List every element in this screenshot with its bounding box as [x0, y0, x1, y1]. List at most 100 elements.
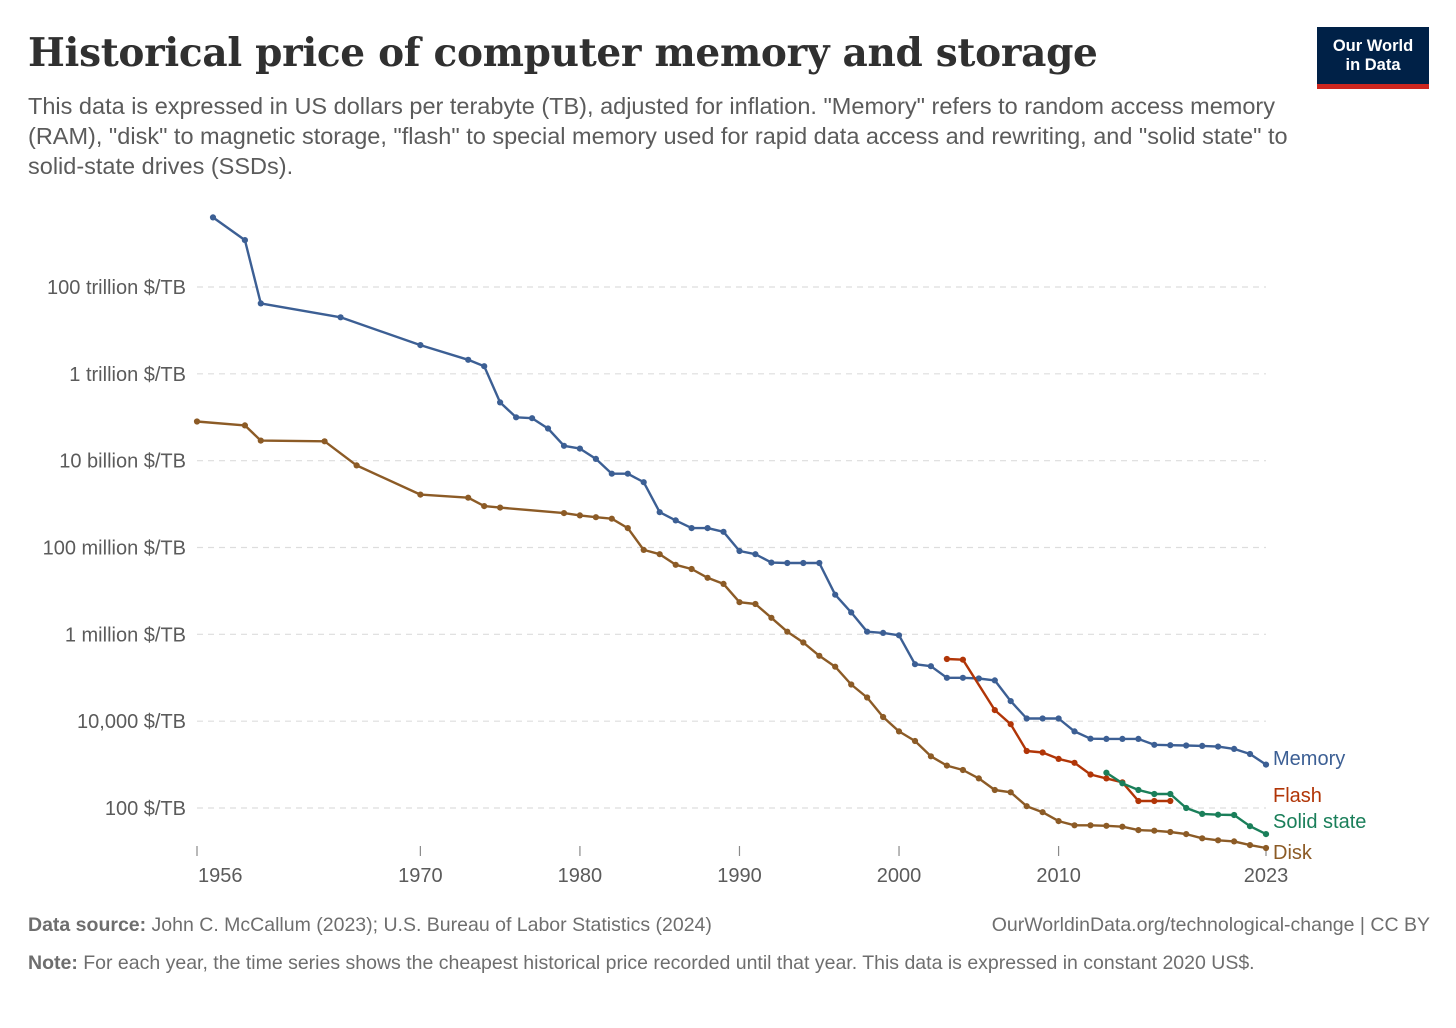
- data-point-disk[interactable]: [465, 494, 472, 501]
- data-point-disk[interactable]: [576, 512, 584, 519]
- series-line-memory[interactable]: [212, 216, 1267, 766]
- data-point-disk[interactable]: [688, 565, 695, 573]
- data-point-memory[interactable]: [1087, 735, 1094, 742]
- data-point-disk[interactable]: [656, 551, 663, 558]
- data-point-memory[interactable]: [241, 237, 248, 244]
- data-point-disk[interactable]: [848, 681, 855, 688]
- data-point-disk[interactable]: [1183, 831, 1190, 838]
- data-point-memory[interactable]: [943, 674, 951, 681]
- data-point-memory[interactable]: [1055, 715, 1062, 722]
- data-point-disk[interactable]: [1071, 822, 1078, 829]
- data-point-disk[interactable]: [193, 418, 201, 425]
- data-point-disk[interactable]: [736, 599, 743, 606]
- data-point-disk[interactable]: [1151, 827, 1158, 834]
- data-point-memory[interactable]: [1262, 761, 1270, 768]
- data-point-flash[interactable]: [1167, 797, 1174, 805]
- data-point-disk[interactable]: [624, 525, 631, 532]
- data-point-memory[interactable]: [688, 525, 695, 532]
- data-point-memory[interactable]: [816, 559, 823, 567]
- data-point-disk[interactable]: [1103, 822, 1110, 829]
- data-point-memory[interactable]: [592, 455, 600, 462]
- data-point-solid-state[interactable]: [1246, 823, 1254, 830]
- data-point-disk[interactable]: [927, 753, 935, 760]
- data-point-memory[interactable]: [417, 342, 424, 349]
- data-point-disk[interactable]: [1007, 789, 1014, 796]
- data-point-disk[interactable]: [816, 652, 823, 659]
- data-point-solid-state[interactable]: [1135, 786, 1142, 794]
- data-point-solid-state[interactable]: [1215, 811, 1222, 818]
- data-point-flash[interactable]: [1023, 747, 1030, 755]
- data-point-memory[interactable]: [864, 628, 871, 635]
- data-point-memory[interactable]: [911, 661, 919, 668]
- data-point-flash[interactable]: [1007, 721, 1014, 728]
- data-point-disk[interactable]: [720, 580, 727, 588]
- data-point-memory[interactable]: [768, 559, 775, 566]
- data-point-disk[interactable]: [560, 509, 568, 517]
- data-point-disk[interactable]: [911, 737, 919, 745]
- data-point-memory[interactable]: [257, 300, 264, 307]
- data-point-disk[interactable]: [608, 515, 615, 522]
- data-point-disk[interactable]: [1262, 844, 1270, 852]
- data-point-disk[interactable]: [752, 600, 759, 608]
- data-point-solid-state[interactable]: [1167, 790, 1174, 798]
- data-point-memory[interactable]: [704, 525, 711, 532]
- data-point-memory[interactable]: [337, 314, 344, 321]
- data-point-memory[interactable]: [752, 551, 759, 558]
- data-point-disk[interactable]: [975, 775, 982, 782]
- data-point-memory[interactable]: [895, 632, 903, 639]
- data-point-memory[interactable]: [959, 674, 967, 681]
- data-point-flash[interactable]: [943, 655, 951, 663]
- data-point-memory[interactable]: [1167, 742, 1174, 749]
- data-point-disk[interactable]: [768, 614, 775, 621]
- data-point-solid-state[interactable]: [1103, 769, 1110, 776]
- data-point-memory[interactable]: [1039, 715, 1046, 722]
- data-point-memory[interactable]: [560, 442, 568, 449]
- series-line-disk[interactable]: [196, 420, 1267, 850]
- data-point-memory[interactable]: [576, 445, 584, 452]
- data-point-memory[interactable]: [880, 629, 887, 637]
- data-point-memory[interactable]: [465, 356, 472, 363]
- data-point-memory[interactable]: [1103, 735, 1110, 743]
- data-point-memory[interactable]: [848, 609, 855, 616]
- data-point-disk[interactable]: [1087, 822, 1094, 829]
- data-point-disk[interactable]: [1023, 803, 1030, 810]
- owid-logo[interactable]: Our World in Data: [1317, 27, 1429, 89]
- data-point-memory[interactable]: [975, 675, 982, 682]
- data-point-memory[interactable]: [1183, 742, 1190, 749]
- data-point-disk[interactable]: [800, 639, 807, 646]
- data-point-disk[interactable]: [257, 437, 264, 444]
- data-point-memory[interactable]: [513, 414, 520, 421]
- data-point-flash[interactable]: [1039, 749, 1046, 756]
- data-point-solid-state[interactable]: [1199, 810, 1206, 818]
- series-line-solid-state[interactable]: [1105, 771, 1267, 836]
- data-point-memory[interactable]: [529, 415, 536, 422]
- data-point-disk[interactable]: [1215, 837, 1222, 844]
- data-point-memory[interactable]: [720, 528, 727, 535]
- data-point-solid-state[interactable]: [1231, 811, 1238, 819]
- data-point-disk[interactable]: [417, 491, 424, 498]
- series-line-flash[interactable]: [946, 657, 1171, 803]
- data-point-memory[interactable]: [656, 509, 663, 516]
- data-point-flash[interactable]: [1151, 797, 1158, 805]
- data-point-memory[interactable]: [1007, 698, 1014, 705]
- data-point-memory[interactable]: [1151, 741, 1158, 748]
- line-chart[interactable]: 100 $/TB 10,000 $/TB 1 million $/TB 100 mil…: [0, 0, 1456, 900]
- data-point-memory[interactable]: [209, 214, 217, 221]
- data-point-memory[interactable]: [736, 547, 743, 555]
- data-point-disk[interactable]: [1231, 838, 1238, 845]
- data-point-memory[interactable]: [1246, 750, 1254, 758]
- data-point-flash[interactable]: [1055, 755, 1062, 763]
- data-point-solid-state[interactable]: [1119, 780, 1126, 787]
- data-point-solid-state[interactable]: [1183, 804, 1190, 812]
- data-point-memory[interactable]: [1199, 742, 1206, 750]
- data-point-flash[interactable]: [1135, 797, 1142, 805]
- data-point-disk[interactable]: [640, 546, 647, 554]
- data-point-disk[interactable]: [895, 728, 903, 735]
- data-point-disk[interactable]: [592, 514, 600, 521]
- data-point-disk[interactable]: [672, 561, 679, 568]
- data-point-flash[interactable]: [1103, 775, 1110, 782]
- data-point-memory[interactable]: [608, 470, 615, 477]
- data-point-disk[interactable]: [497, 504, 504, 511]
- data-point-disk[interactable]: [1135, 827, 1142, 834]
- data-point-flash[interactable]: [1087, 771, 1094, 778]
